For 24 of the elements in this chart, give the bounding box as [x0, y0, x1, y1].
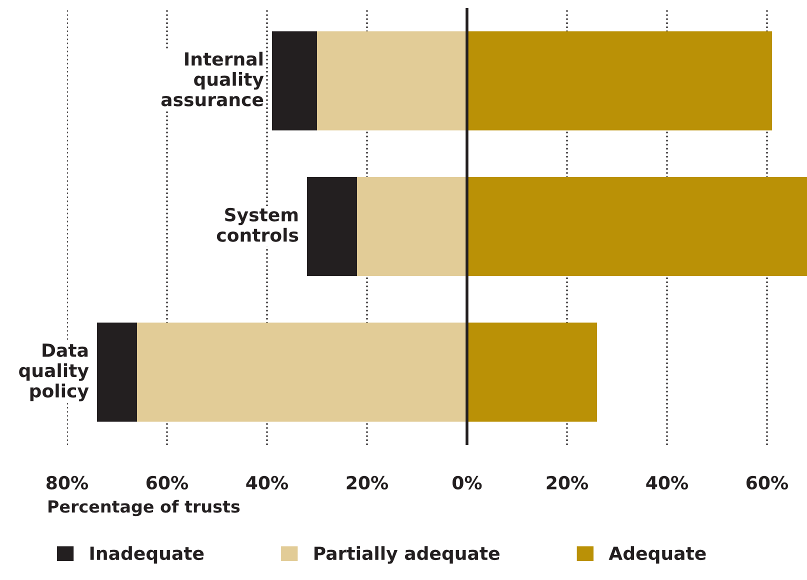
- x-tick-label: 20%: [546, 476, 588, 490]
- legend-label: Inadequate: [90, 546, 204, 564]
- y-tick-label: Internal quality assurance: [161, 52, 264, 106]
- bar: [272, 31, 317, 130]
- bar: [467, 322, 597, 422]
- y-tick-label: System controls: [216, 208, 298, 242]
- x-axis-title: Percentage of trusts: [48, 500, 240, 516]
- x-tick-label: 0%: [452, 476, 482, 490]
- bar: [467, 176, 807, 276]
- bar: [137, 322, 467, 422]
- bar: [307, 176, 357, 276]
- y-tick-label: Data quality policy: [19, 344, 89, 402]
- legend-label: Partially adequate: [314, 546, 500, 564]
- x-tick-label: 40%: [246, 476, 288, 490]
- bar: [97, 322, 137, 422]
- x-tick-label: 60%: [746, 476, 788, 490]
- legend-label: Adequate: [608, 546, 706, 564]
- x-tick-label: 80%: [46, 476, 88, 490]
- x-tick-label: 40%: [646, 476, 688, 490]
- bar: [467, 31, 772, 130]
- x-tick-label: 20%: [346, 476, 388, 490]
- bar: [357, 176, 467, 276]
- x-tick-label: 60%: [146, 476, 188, 490]
- bar: [317, 31, 467, 130]
